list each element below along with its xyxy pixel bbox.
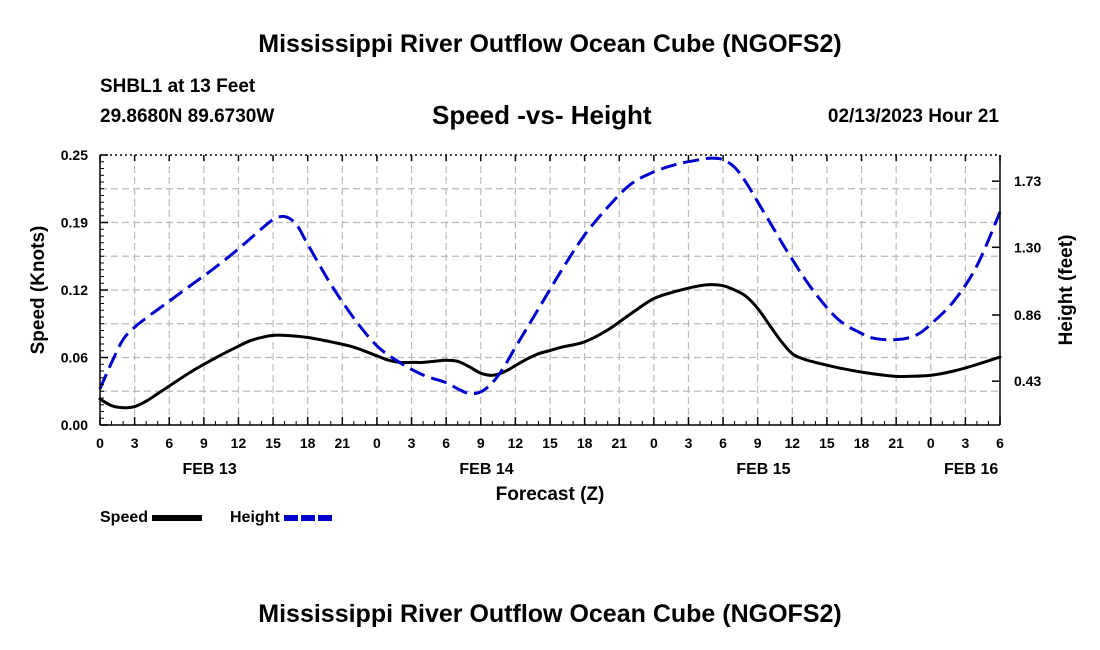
date-label: FEB 16 [944,461,998,478]
series-line-speed [98,283,1002,410]
x-tick-label: 21 [335,435,351,451]
x-tick-label: 3 [961,435,969,451]
page-title: Mississippi River Outflow Ocean Cube (NG… [258,30,842,58]
y-tick-label: 0.19 [61,215,88,231]
chart-subtitle: Speed -vs- Height [432,100,652,130]
x-tick-label: 3 [131,435,139,451]
station-label: SHBL1 at 13 Feet [100,76,256,97]
x-tick-label: 3 [685,435,693,451]
x-tick-label: 0 [96,435,104,451]
legend-height-swatch [283,515,334,521]
x-tick-label: 6 [996,435,1004,451]
legend-height: Height [230,509,336,527]
date-label: FEB 13 [182,461,236,478]
station-coordinates: 29.8680N 89.6730W [100,106,275,127]
y2-tick-label: 0.43 [1014,373,1041,389]
x-tick-label: 0 [927,435,935,451]
legend-speed-label: Speed [100,509,149,526]
y-tick-label: 0.25 [61,147,88,163]
y-tick-label: 0.00 [61,417,88,433]
x-tick-label: 15 [542,435,558,451]
x-tick-label: 18 [300,435,316,451]
x-tick-label: 6 [719,435,727,451]
y2-tick-label: 0.86 [1014,307,1041,323]
x-tick-label: 9 [477,435,485,451]
x-tick-label: 18 [577,435,593,451]
chart-series [98,156,1002,410]
x-tick-label: 18 [854,435,870,451]
x-tick-label: 12 [508,435,524,451]
x-tick-label: 15 [265,435,281,451]
x-tick-label: 21 [888,435,904,451]
x-tick-label: 6 [165,435,173,451]
y2-tick-label: 1.30 [1014,239,1041,255]
x-tick-label: 12 [785,435,801,451]
chart-axes [99,154,1001,426]
y-tick-label: 0.12 [61,282,88,298]
x-tick-label: 12 [231,435,247,451]
legend-height-label: Height [230,509,280,526]
x-tick-label: 9 [754,435,762,451]
x-tick-label: 9 [200,435,208,451]
x-tick-label: 0 [650,435,658,451]
x-tick-label: 0 [373,435,381,451]
date-label: FEB 14 [459,461,513,478]
x-axis-title: Forecast (Z) [496,484,605,505]
x-tick-label: 6 [442,435,450,451]
chart-labels: 0 3 6 9 12 15 18 21 0 3 6 9 12 15 18 21 0 3 6 9 12 15 18 21 0 3 6F… [28,147,1077,505]
footer-title: Mississippi River Outflow Ocean Cube (NG… [258,600,842,628]
y2-axis-title: Height (feet) [1056,235,1077,346]
x-tick-label: 15 [819,435,835,451]
y-axis-title: Speed (Knots) [28,226,49,355]
series-line-height [98,156,1002,396]
legend-speed: Speed [100,509,204,527]
x-tick-label: 21 [611,435,627,451]
date-label: FEB 15 [736,461,790,478]
y-tick-label: 0.06 [61,350,88,366]
legend-speed-swatch [152,515,203,521]
x-tick-label: 3 [408,435,416,451]
y2-tick-label: 1.73 [1014,173,1041,189]
forecast-datetime: 02/13/2023 Hour 21 [827,106,999,127]
